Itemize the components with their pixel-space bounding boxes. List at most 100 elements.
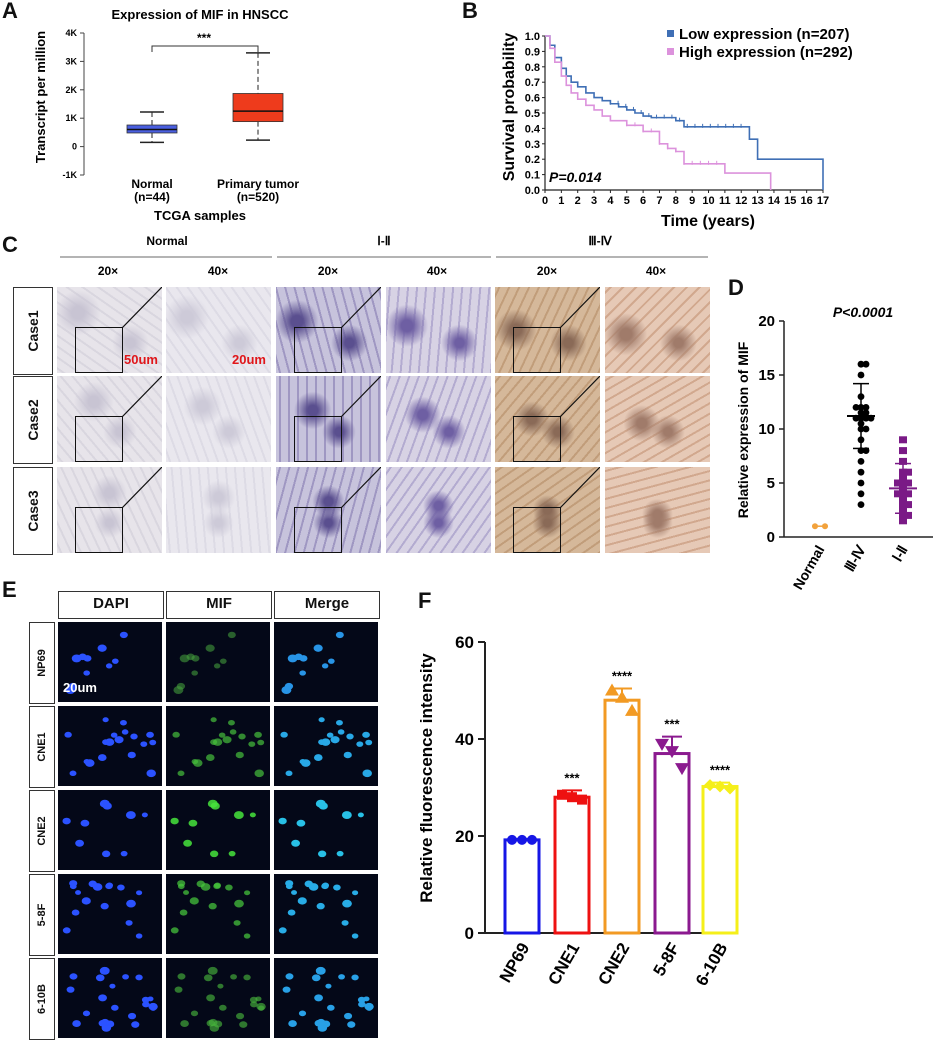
ihc-image	[57, 467, 162, 553]
cell	[81, 897, 91, 905]
panel-b-ytick-label: 0.3	[525, 139, 540, 151]
panel-b-pvalue: P=0.014	[549, 169, 602, 185]
panel-d-point	[904, 479, 912, 487]
cell	[318, 802, 328, 810]
panel-a-ytick-label: 0	[72, 142, 77, 152]
panel-c-mag-4: 40×	[427, 264, 447, 278]
cell	[69, 883, 77, 890]
cell	[341, 920, 349, 926]
cell	[227, 631, 236, 639]
ihc-image	[57, 287, 162, 373]
panel-b-xtick-label: 2	[575, 195, 581, 207]
panel-a-title: Expression of MIF in HNSCC	[112, 7, 290, 22]
panel-b-ytick-label: 0.8	[525, 62, 540, 74]
cell	[102, 739, 110, 745]
panel-a-ytick-label: 3K	[65, 56, 77, 66]
panel-f-point	[557, 789, 567, 800]
cell	[255, 996, 262, 1002]
cell	[111, 1004, 119, 1011]
panel-f-significance: ***	[564, 770, 580, 785]
cell	[97, 754, 107, 762]
cell	[285, 883, 293, 890]
panel-d-point	[857, 468, 865, 476]
fluorescence-cells	[65, 631, 128, 695]
cell	[72, 1020, 81, 1027]
cell	[314, 1019, 323, 1027]
cell	[257, 739, 265, 746]
panel-f-point	[675, 763, 689, 776]
panel-f-point	[625, 703, 639, 716]
ihc-zoom-line-segment	[121, 467, 162, 509]
fluorescence-image	[58, 622, 162, 702]
legend-low-swatch	[667, 30, 674, 37]
cell	[335, 631, 344, 639]
cell	[326, 732, 334, 738]
cell	[183, 839, 192, 847]
cell	[147, 996, 154, 1002]
cell	[218, 732, 226, 738]
cell	[351, 933, 359, 939]
cell	[248, 741, 256, 747]
cell	[105, 663, 113, 669]
fluorescence-image	[274, 706, 378, 786]
panel-b-xtick-label: 12	[735, 195, 747, 207]
panel-a-significance-bracket	[151, 45, 259, 52]
panel-b-xtick-label: 10	[702, 195, 714, 207]
cell	[88, 880, 97, 888]
cell	[342, 899, 352, 908]
cell	[120, 850, 128, 857]
panel-d-point	[899, 511, 907, 519]
cell	[120, 719, 127, 726]
cell	[196, 880, 205, 888]
cell	[75, 890, 82, 895]
panel-label-f: F	[418, 588, 432, 613]
cell	[243, 933, 251, 939]
panel-d-point	[862, 360, 870, 368]
panel-d-point	[857, 360, 865, 368]
cell	[83, 670, 91, 676]
cell	[125, 920, 133, 926]
panel-c-scalebar-50um: 50um	[124, 352, 158, 367]
ihc-image	[276, 467, 381, 553]
panel-f-bar	[553, 795, 591, 935]
ihc-zoom-line	[559, 376, 600, 418]
cell	[75, 839, 84, 847]
cell	[298, 1010, 307, 1017]
cell	[135, 933, 143, 939]
cell	[130, 733, 138, 740]
cell	[85, 759, 95, 767]
fluorescence-image	[58, 874, 162, 954]
panel-b-survival-chart: Survival probability Time (years) P=0.01…	[501, 26, 853, 230]
cell	[288, 1020, 297, 1027]
panel-c-mag-3: 20×	[318, 264, 338, 278]
panel-label-d: D	[728, 275, 744, 300]
cell	[365, 1005, 373, 1011]
ihc-zoom-line-segment	[121, 376, 162, 418]
panel-d-point	[857, 501, 865, 508]
fluorescence-image	[274, 622, 378, 702]
cell	[177, 883, 185, 890]
cell	[206, 1019, 215, 1027]
panel-d-point	[904, 501, 912, 509]
cell	[98, 1019, 107, 1027]
fluorescence-cells	[62, 880, 143, 939]
fluorescence-image	[274, 790, 378, 870]
cell	[170, 817, 179, 825]
cell	[230, 974, 237, 980]
ihc-zoom-box	[294, 416, 342, 462]
cell	[71, 909, 80, 916]
cell	[183, 890, 190, 895]
ihc-zoom-box	[294, 327, 342, 373]
panel-a-significance: ***	[197, 31, 211, 45]
cell	[136, 890, 143, 896]
cell	[333, 884, 341, 891]
cell	[238, 733, 246, 740]
ihc-image	[166, 287, 271, 373]
cell	[313, 754, 323, 762]
cell	[287, 909, 296, 916]
ihc-image	[386, 287, 491, 373]
panel-f-point	[527, 834, 537, 845]
ihc-zoom-box	[513, 416, 561, 462]
panel-e-header-mif: MIF	[166, 591, 272, 619]
cell	[278, 927, 287, 934]
